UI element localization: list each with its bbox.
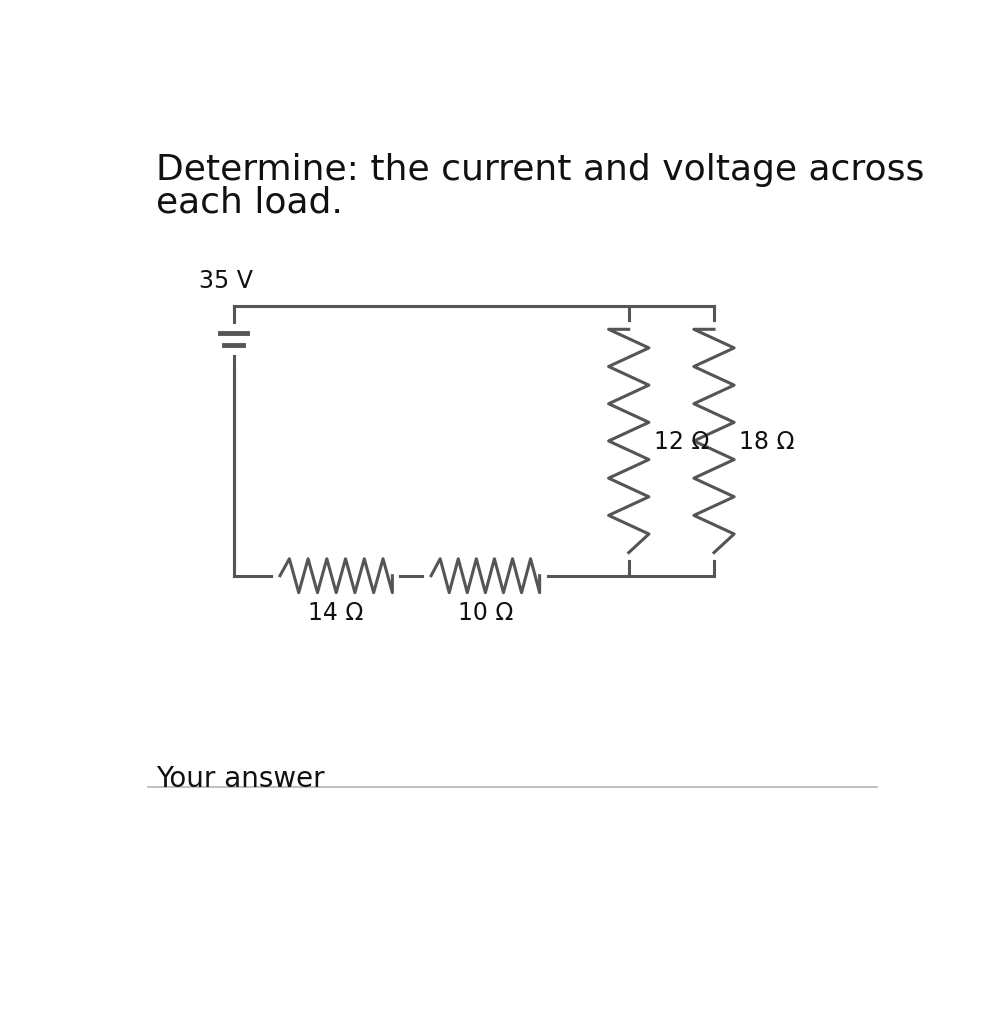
Text: 10 Ω: 10 Ω bbox=[458, 601, 513, 625]
Text: each load.: each load. bbox=[156, 185, 343, 219]
Text: 14 Ω: 14 Ω bbox=[308, 601, 364, 625]
Text: 18 Ω: 18 Ω bbox=[739, 430, 794, 453]
Text: Determine: the current and voltage across: Determine: the current and voltage acros… bbox=[156, 153, 924, 187]
Text: 12 Ω: 12 Ω bbox=[654, 430, 709, 453]
Text: 35 V: 35 V bbox=[199, 269, 253, 293]
Text: Your answer: Your answer bbox=[156, 764, 325, 793]
